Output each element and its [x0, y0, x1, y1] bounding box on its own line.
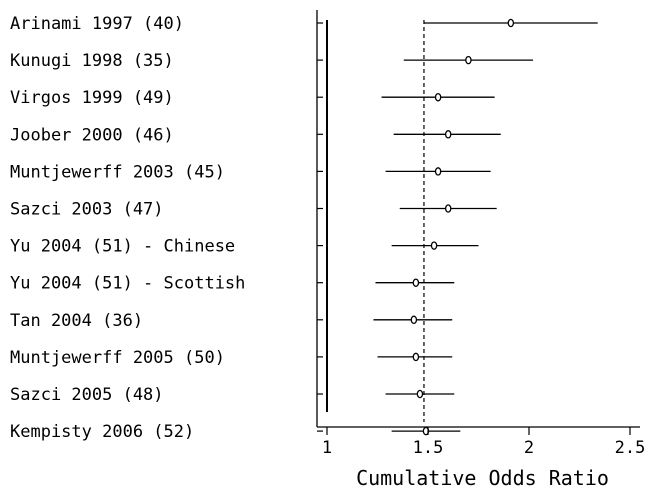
x-axis-title: Cumulative Odds Ratio	[356, 466, 609, 490]
study-rows: Arinami 1997 (40) Kunugi 1998 (35) Virgos …	[10, 14, 598, 442]
point-estimate-marker	[412, 278, 420, 287]
study-row: Tan 2004 (36)	[10, 311, 453, 331]
study-label: Virgos 1999 (49)	[10, 88, 174, 108]
study-label: Kunugi 1998 (35)	[10, 51, 174, 71]
study-row: Muntjewerff 2003 (45)	[10, 162, 491, 182]
study-row: Yu 2004 (51) - Chinese	[10, 237, 479, 257]
reference-lines	[326, 20, 425, 422]
x-tick-label: 2.5	[615, 438, 646, 458]
study-row: Yu 2004 (51) - Scottish	[10, 274, 455, 294]
point-estimate-marker	[434, 167, 442, 176]
study-row: Joober 2000 (46)	[10, 125, 501, 145]
axes-group	[316, 10, 640, 428]
study-label: Muntjewerff 2003 (45)	[10, 162, 225, 182]
study-row: Kunugi 1998 (35)	[10, 51, 534, 71]
point-estimate-marker	[465, 55, 472, 65]
point-estimate-marker	[412, 352, 420, 362]
study-row: Virgos 1999 (49)	[10, 88, 495, 108]
point-estimate-marker	[434, 92, 442, 102]
study-row: Muntjewerff 2005 (50)	[10, 348, 453, 368]
point-estimate-marker	[444, 130, 452, 139]
study-row: Sazci 2003 (47)	[10, 200, 497, 220]
point-estimate-marker	[430, 241, 438, 250]
point-estimate-marker	[410, 315, 418, 325]
study-label: Yu 2004 (51) - Chinese	[10, 237, 235, 257]
study-label: Kempisty 2006 (52)	[10, 422, 194, 442]
x-tick-label: 1	[322, 438, 332, 458]
study-label: Yu 2004 (51) - Scottish	[10, 274, 245, 294]
point-estimate-marker	[444, 204, 452, 213]
point-estimate-marker	[507, 18, 515, 28]
study-label: Joober 2000 (46)	[10, 125, 174, 145]
study-label: Arinami 1997 (40)	[10, 14, 184, 34]
x-tick-label: 2	[524, 438, 534, 458]
study-row: Sazci 2005 (48)	[10, 385, 455, 405]
study-label: Sazci 2003 (47)	[10, 200, 164, 220]
study-row: Kempisty 2006 (52)	[10, 422, 461, 442]
point-estimate-marker	[416, 389, 424, 399]
study-label: Muntjewerff 2005 (50)	[10, 348, 225, 368]
study-label: Sazci 2005 (48)	[10, 385, 164, 405]
x-ticks: 1 1.5 2 2.5	[322, 427, 645, 458]
study-row: Arinami 1997 (40)	[10, 14, 598, 34]
x-tick-label: 1.5	[413, 438, 444, 458]
study-label: Tan 2004 (36)	[10, 311, 143, 331]
